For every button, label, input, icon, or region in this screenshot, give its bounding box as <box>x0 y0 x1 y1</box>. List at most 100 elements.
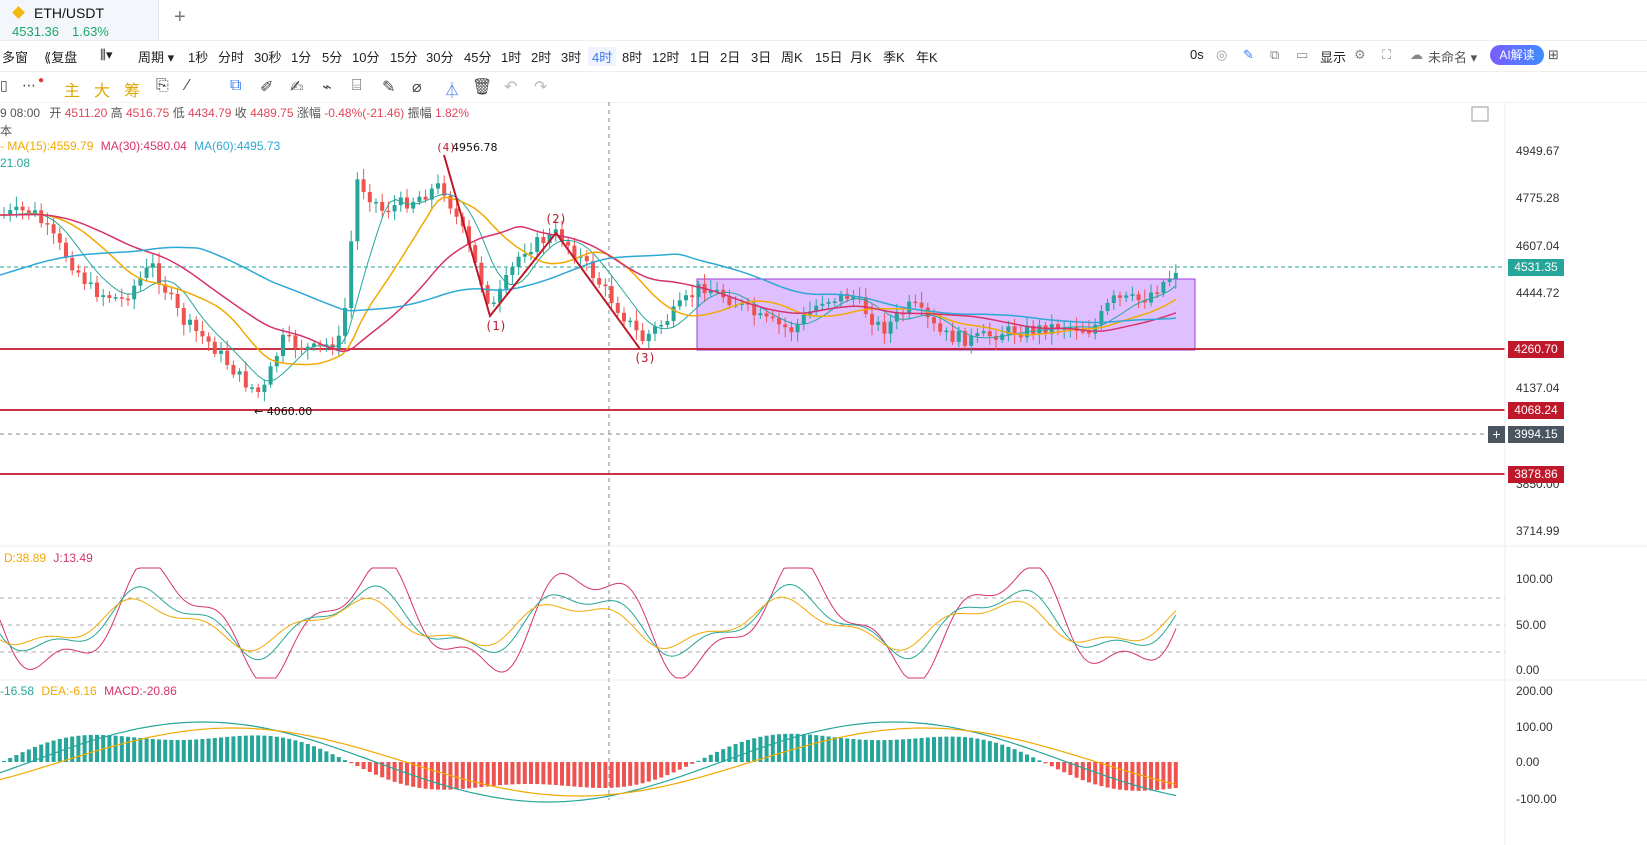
interval-17[interactable]: 3日 <box>751 50 772 65</box>
redo-icon[interactable]: ↷ <box>534 79 548 96</box>
kdj-d-label: D:38.89 <box>4 551 47 565</box>
interval-18[interactable]: 周K <box>781 50 803 65</box>
interval-20[interactable]: 月K <box>850 50 872 65</box>
macd-bar <box>1000 744 1005 762</box>
macd-bar <box>1062 762 1067 773</box>
macd-bar <box>485 762 490 787</box>
interval-13[interactable]: 8时 <box>622 50 643 65</box>
macd-bar <box>1161 762 1166 790</box>
interval-0[interactable]: 1秒 <box>188 50 209 65</box>
more-icon[interactable]: ⋯ <box>22 77 36 93</box>
ohlc-info: 9 08:00 开 4511.20 高 4516.75 低 4434.79 收 … <box>0 104 469 121</box>
interval-15[interactable]: 1日 <box>690 50 711 65</box>
macd-bar <box>243 735 248 762</box>
interval-14[interactable]: 12时 <box>652 50 680 65</box>
magnet-icon[interactable]: ⌁ <box>322 79 332 96</box>
interval-11[interactable]: 3时 <box>561 50 582 65</box>
macd-bar <box>132 737 137 762</box>
camera-icon[interactable]: ◎ <box>1216 47 1228 62</box>
display-button[interactable]: 显示 <box>1320 50 1347 65</box>
main-button[interactable]: 主 <box>64 83 81 100</box>
period-dropdown[interactable]: 周期 ▾ <box>138 50 175 65</box>
chip-button[interactable]: 筹 <box>124 83 141 100</box>
interval-22[interactable]: 年K <box>916 50 938 65</box>
notify-dot-icon: ● <box>38 75 45 86</box>
macd-bar <box>560 762 564 786</box>
macd-bar <box>467 762 471 789</box>
macd-bar <box>845 738 850 762</box>
interval-4[interactable]: 5分 <box>322 50 343 65</box>
pencil-icon[interactable]: ✎ <box>1243 47 1254 62</box>
macd-bar <box>907 738 912 762</box>
ma-lines <box>0 193 1177 382</box>
candle-body <box>987 331 992 337</box>
macd-bar <box>547 762 552 785</box>
multi-window-button[interactable]: 多窗 <box>2 50 29 65</box>
filter-icon[interactable]: ⏃ <box>444 83 461 100</box>
grid-icon[interactable]: ⊞ <box>1548 47 1559 62</box>
ai-button[interactable]: AI解读 <box>1490 45 1544 65</box>
interval-6[interactable]: 15分 <box>390 50 418 65</box>
candle-body <box>1118 295 1122 298</box>
new-tab-button[interactable]: + <box>174 6 186 28</box>
panel-icon[interactable]: ▯ <box>0 77 8 93</box>
interval-5[interactable]: 10分 <box>352 50 380 65</box>
macd-dif-line <box>0 721 1177 803</box>
delete-icon[interactable]: 🗑 <box>472 79 493 96</box>
macd-dif-label: -16.58 <box>0 684 35 698</box>
popout-icon[interactable]: ⧉ <box>1270 47 1280 62</box>
macd-bar <box>225 736 230 762</box>
macd-bar <box>491 762 496 786</box>
macd-bar <box>343 760 347 762</box>
replay-button[interactable]: ⟪复盘 <box>44 50 78 65</box>
support-tag-1: 4260.70 <box>1508 341 1564 358</box>
lock-icon[interactable]: ⌸ <box>352 77 362 94</box>
kdj-axis-3: 0.00 <box>1516 663 1540 677</box>
candle-body <box>919 302 924 308</box>
candle-body <box>665 321 670 325</box>
interval-1[interactable]: 分时 <box>218 50 245 65</box>
macd-value-label: MACD:-20.86 <box>104 684 177 698</box>
layout-icon[interactable]: ▭ <box>1296 47 1309 62</box>
interval-8[interactable]: 45分 <box>464 50 492 65</box>
add-alert-button[interactable]: + <box>1488 426 1505 443</box>
interval-10[interactable]: 2时 <box>531 50 552 65</box>
candle-body <box>876 321 881 325</box>
kdj-j-line <box>0 567 1177 679</box>
interval-3[interactable]: 1分 <box>291 50 312 65</box>
line-tool-icon[interactable]: ⁄ <box>186 77 189 94</box>
ma15-label: MA(15):4559.79 <box>7 139 94 153</box>
interval-16[interactable]: 2日 <box>720 50 741 65</box>
candle-body <box>1000 334 1005 340</box>
ruler-icon[interactable]: ✐ <box>260 79 274 96</box>
layout-name[interactable]: 未命名 ▾ <box>1428 50 1478 65</box>
macd-bar <box>529 762 533 784</box>
undo-icon[interactable]: ↶ <box>504 79 518 96</box>
candle-body <box>789 327 794 333</box>
big-button[interactable]: 大 <box>94 83 111 100</box>
fullscreen-icon[interactable]: ⛶ <box>1382 47 1392 62</box>
cloud-icon[interactable]: ☁ <box>1410 47 1423 62</box>
indicator-icon[interactable]: ⎘ <box>156 77 169 94</box>
settings-icon[interactable]: ⚙ <box>1354 47 1366 62</box>
symbol-tab[interactable]: ETH/USDT 4531.36 1.63% <box>0 0 159 40</box>
macd-bar <box>708 754 713 762</box>
candle-body <box>299 347 304 350</box>
macd-bar <box>1155 762 1160 790</box>
interval-2[interactable]: 30秒 <box>254 50 282 65</box>
macd-axis-4: -100.00 <box>1516 792 1557 806</box>
hide-icon[interactable]: ⌀ <box>412 79 422 96</box>
ma60-line <box>0 246 1177 324</box>
interval-19[interactable]: 15日 <box>815 50 843 65</box>
edit-icon[interactable]: ✎ <box>382 79 396 96</box>
copy-icon[interactable]: ⧉ <box>230 77 242 94</box>
interval-9[interactable]: 1时 <box>501 50 522 65</box>
macd-bar <box>157 739 161 762</box>
brush-icon[interactable]: ✍ <box>290 79 304 96</box>
interval-7[interactable]: 30分 <box>426 50 454 65</box>
chart-type-button[interactable]: ⫼▾ <box>100 47 113 63</box>
macd-bar <box>355 762 360 767</box>
interval-12[interactable]: 4时 <box>588 47 617 66</box>
interval-21[interactable]: 季K <box>883 50 905 65</box>
